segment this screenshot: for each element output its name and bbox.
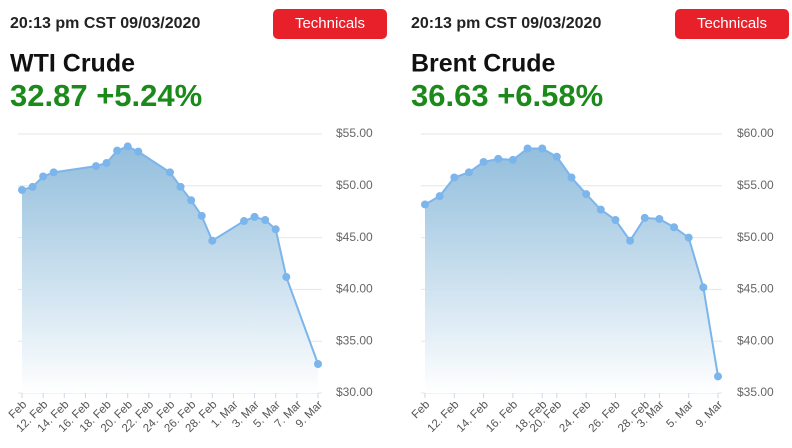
y-tick-label: $55.00: [737, 178, 774, 192]
point: [464, 168, 473, 177]
button[interactable]: [273, 9, 387, 39]
point: [18, 185, 26, 194]
y-tick-label: $40.00: [336, 282, 373, 296]
point: [626, 236, 635, 245]
y-tick-label: $45.00: [336, 230, 373, 244]
point: [240, 217, 248, 226]
timestamp: 20:13 pm CST 09/03/2020: [10, 15, 200, 32]
point: [421, 200, 429, 209]
area: [425, 148, 718, 393]
point: [113, 146, 122, 155]
point: [684, 233, 693, 242]
point: [134, 147, 143, 156]
point: [208, 236, 217, 245]
point: [435, 192, 444, 201]
x-tick-label: 12. Feb: [426, 399, 462, 435]
area: [22, 146, 318, 393]
point: [102, 159, 111, 168]
point: [567, 173, 576, 182]
y-tick-label: $45.00: [737, 282, 774, 296]
point: [479, 157, 488, 166]
x-tick-label: 5. Mar: [664, 399, 696, 431]
point: [552, 152, 561, 161]
y-tick-label: $35.00: [737, 385, 774, 399]
point: [670, 223, 679, 232]
point: [611, 215, 620, 224]
y-tick-label: $50.00: [737, 230, 774, 244]
point: [49, 168, 58, 177]
x-tick-label: Feb: [410, 399, 433, 422]
point: [92, 162, 100, 171]
y-tick-label: $50.00: [336, 178, 373, 192]
point: [523, 144, 532, 153]
point: [699, 283, 708, 292]
point: [450, 173, 459, 182]
point: [271, 225, 280, 234]
button[interactable]: [675, 9, 789, 39]
point: [508, 155, 517, 164]
point: [538, 144, 547, 153]
point: [197, 211, 206, 220]
point: [39, 172, 48, 181]
panel: 20:13 pm CST 09/03/2020 Technicals Brent…: [411, 9, 789, 113]
y-tick-label: $30.00: [336, 385, 373, 399]
point: [282, 272, 291, 281]
x-tick-label: 24. Feb: [557, 399, 593, 435]
y-tick-label: $55.00: [336, 126, 373, 140]
y-tick-label: $35.00: [336, 333, 373, 347]
point: [596, 205, 605, 214]
point: [28, 182, 37, 191]
point: [640, 213, 649, 222]
point: [494, 154, 503, 163]
panel: 20:13 pm CST 09/03/2020 Technicals WTI C…: [10, 9, 387, 113]
point: [250, 212, 259, 221]
point: [176, 182, 185, 191]
quote: 36.63 +6.58%: [411, 78, 603, 113]
y-tick-label: $40.00: [737, 333, 774, 347]
x-tick-label: 14. Feb: [455, 399, 491, 435]
point: [187, 196, 196, 205]
point: [261, 215, 270, 224]
y-tick-label: $60.00: [737, 126, 774, 140]
point: [123, 142, 132, 151]
button-label[interactable]: Technicals: [295, 15, 365, 32]
timestamp: 20:13 pm CST 09/03/2020: [411, 15, 601, 32]
x-tick-label: 16. Feb: [484, 399, 520, 435]
point: [314, 359, 322, 368]
x-tick-label: 9. Mar: [694, 399, 726, 431]
point: [166, 168, 174, 177]
point: [655, 214, 664, 223]
quote: 32.87 +5.24%: [10, 78, 202, 113]
button-label[interactable]: Technicals: [697, 15, 767, 32]
x-tick-label: 26. Feb: [587, 399, 623, 435]
instrument-name: WTI Crude: [10, 50, 135, 78]
point: [582, 190, 591, 199]
point: [714, 372, 722, 381]
instrument-name: Brent Crude: [411, 50, 556, 78]
